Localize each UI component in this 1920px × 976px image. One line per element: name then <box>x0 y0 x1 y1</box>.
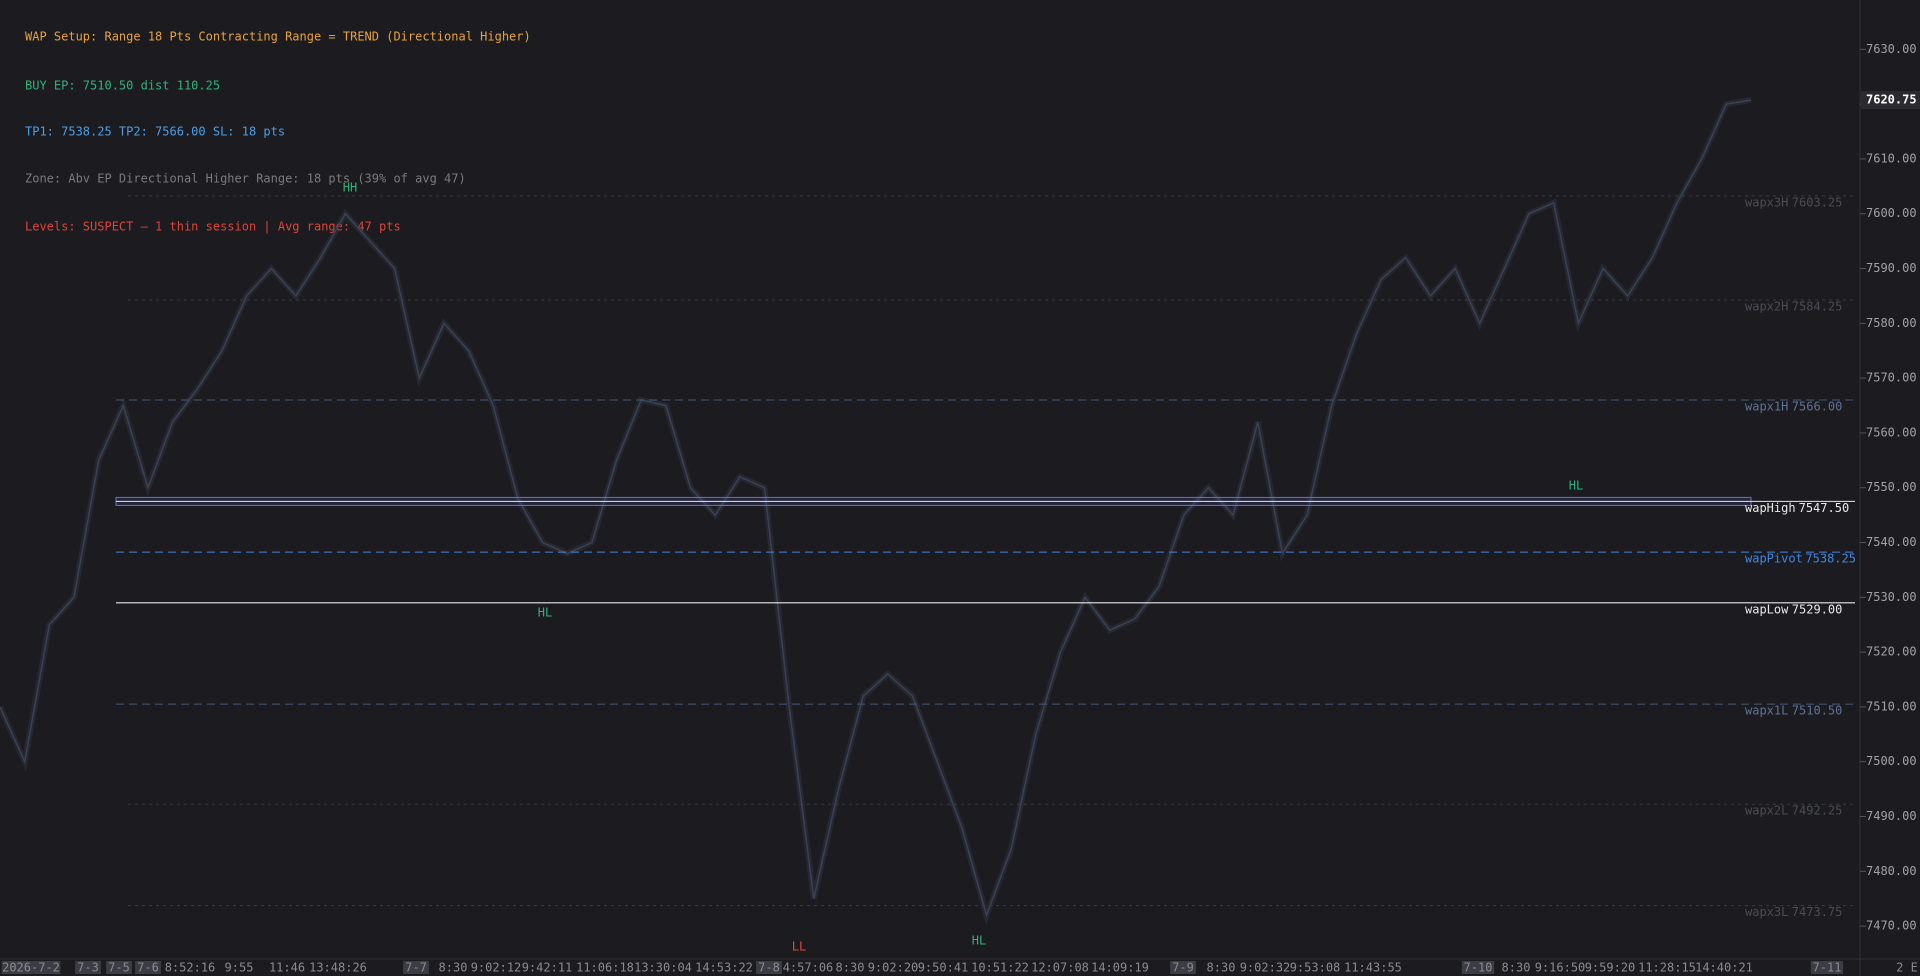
time-label: 4:57:06 <box>783 961 834 975</box>
time-label: 7-11 <box>1813 961 1842 975</box>
header-line: WAP Setup: Range 18 Pts Contracting Rang… <box>25 30 531 44</box>
time-date-box <box>135 961 161 974</box>
time-label: 12:07:08 <box>1031 961 1089 975</box>
time-label: 7-6 <box>137 961 159 975</box>
last-price-label: 7620.75 <box>1866 93 1917 107</box>
level-name: wapx1H <box>1745 400 1788 414</box>
y-tick-label: 7580.00 <box>1866 316 1917 330</box>
time-label: 11:06:18 <box>576 961 634 975</box>
y-tick-label: 7490.00 <box>1866 809 1917 823</box>
level-name: wapx2L <box>1745 804 1788 818</box>
y-tick-label: 7590.00 <box>1866 261 1917 275</box>
header-line: Zone: Abv EP Directional Higher Range: 1… <box>25 172 466 186</box>
level-name: wapx1L <box>1745 704 1788 718</box>
level-value: 7510.50 <box>1792 704 1843 718</box>
time-label: 8:30 <box>1207 961 1236 975</box>
time-label: 14:53:22 <box>695 961 753 975</box>
header-line: BUY EP: 7510.50 dist 110.25 <box>25 79 220 93</box>
level-value: 7529.00 <box>1792 602 1843 616</box>
time-label: 7-8 <box>758 961 780 975</box>
level-value: 7603.25 <box>1792 195 1843 209</box>
time-label: 9:59:20 <box>1585 961 1636 975</box>
y-tick-label: 7540.00 <box>1866 535 1917 549</box>
time-label: 14:40:21 <box>1695 961 1753 975</box>
y-tick-label: 7510.00 <box>1866 699 1917 713</box>
time-label: 8:52:16 <box>165 961 216 975</box>
time-label: 10:51:22 <box>971 961 1029 975</box>
swing-label: HL <box>972 934 986 948</box>
level-name: wapPivot <box>1745 552 1803 566</box>
header-line: TP1: 7538.25 TP2: 7566.00 SL: 18 pts <box>25 125 285 139</box>
level-value: 7584.25 <box>1792 300 1843 314</box>
time-label: 11:43:55 <box>1344 961 1402 975</box>
y-tick-label: 7630.00 <box>1866 42 1917 56</box>
last-price-box <box>1861 91 1920 110</box>
level-value: 7492.25 <box>1792 804 1843 818</box>
time-label: 13:48:26 <box>309 961 367 975</box>
time-label: 2 E <box>1896 961 1918 975</box>
time-label: 7-10 <box>1464 961 1493 975</box>
swing-label: HL <box>538 606 552 620</box>
price-line <box>0 99 1752 918</box>
time-date-box <box>1810 961 1844 974</box>
time-label: 7-7 <box>405 961 427 975</box>
level-name: wapx3L <box>1745 905 1788 919</box>
time-label: 8:30 <box>439 961 468 975</box>
level-value: 7473.75 <box>1792 905 1843 919</box>
time-label: 9:55 <box>225 961 254 975</box>
time-label: 7-9 <box>1172 961 1194 975</box>
time-label: 9:02:20 <box>868 961 919 975</box>
y-tick-label: 7560.00 <box>1866 425 1917 439</box>
time-label: 8:30 <box>1502 961 1531 975</box>
time-label: 9:53:08 <box>1290 961 1341 975</box>
time-date-box <box>1170 961 1196 974</box>
y-tick-label: 7570.00 <box>1866 371 1917 385</box>
time-date-box <box>1461 961 1495 974</box>
time-date-box <box>756 961 782 974</box>
time-label: 9:02:32 <box>1240 961 1291 975</box>
time-date-box <box>403 961 429 974</box>
y-tick-label: 7480.00 <box>1866 864 1917 878</box>
level-name: wapLow <box>1745 602 1789 616</box>
y-tick-label: 7520.00 <box>1866 645 1917 659</box>
level-value: 7566.00 <box>1792 400 1843 414</box>
swing-label: LL <box>792 940 806 954</box>
time-label: 8:30 <box>836 961 865 975</box>
level-value: 7547.50 <box>1799 501 1850 515</box>
time-label: 13:30:04 <box>634 961 692 975</box>
level-name: wapx2H <box>1745 300 1788 314</box>
level-name: wapx3H <box>1745 195 1788 209</box>
time-label: 11:28:15 <box>1638 961 1696 975</box>
time-label: 14:09:19 <box>1091 961 1149 975</box>
y-tick-label: 7550.00 <box>1866 480 1917 494</box>
level-name: wapHigh <box>1745 501 1796 515</box>
time-label: 7-3 <box>77 961 99 975</box>
y-tick-label: 7470.00 <box>1866 919 1917 933</box>
y-tick-label: 7610.00 <box>1866 151 1917 165</box>
y-tick-label: 7500.00 <box>1866 754 1917 768</box>
y-tick-label: 7530.00 <box>1866 590 1917 604</box>
time-label: 7-5 <box>108 961 130 975</box>
time-label: 2026-7-2 <box>2 961 60 975</box>
time-label: 9:02:12 <box>471 961 522 975</box>
time-label: 9:50:41 <box>918 961 969 975</box>
time-label: 11:46 <box>269 961 305 975</box>
y-tick-label: 7600.00 <box>1866 206 1917 220</box>
swing-label: HL <box>1569 479 1583 493</box>
time-date-box <box>1 961 61 974</box>
swing-label: HH <box>343 181 357 195</box>
time-label: 9:42:11 <box>522 961 573 975</box>
time-label: 9:16:50 <box>1535 961 1586 975</box>
time-date-box <box>106 961 132 974</box>
level-value: 7538.25 <box>1805 552 1856 566</box>
time-date-box <box>75 961 101 974</box>
header-line: Levels: SUSPECT — 1 thin session | Avg r… <box>25 220 401 234</box>
